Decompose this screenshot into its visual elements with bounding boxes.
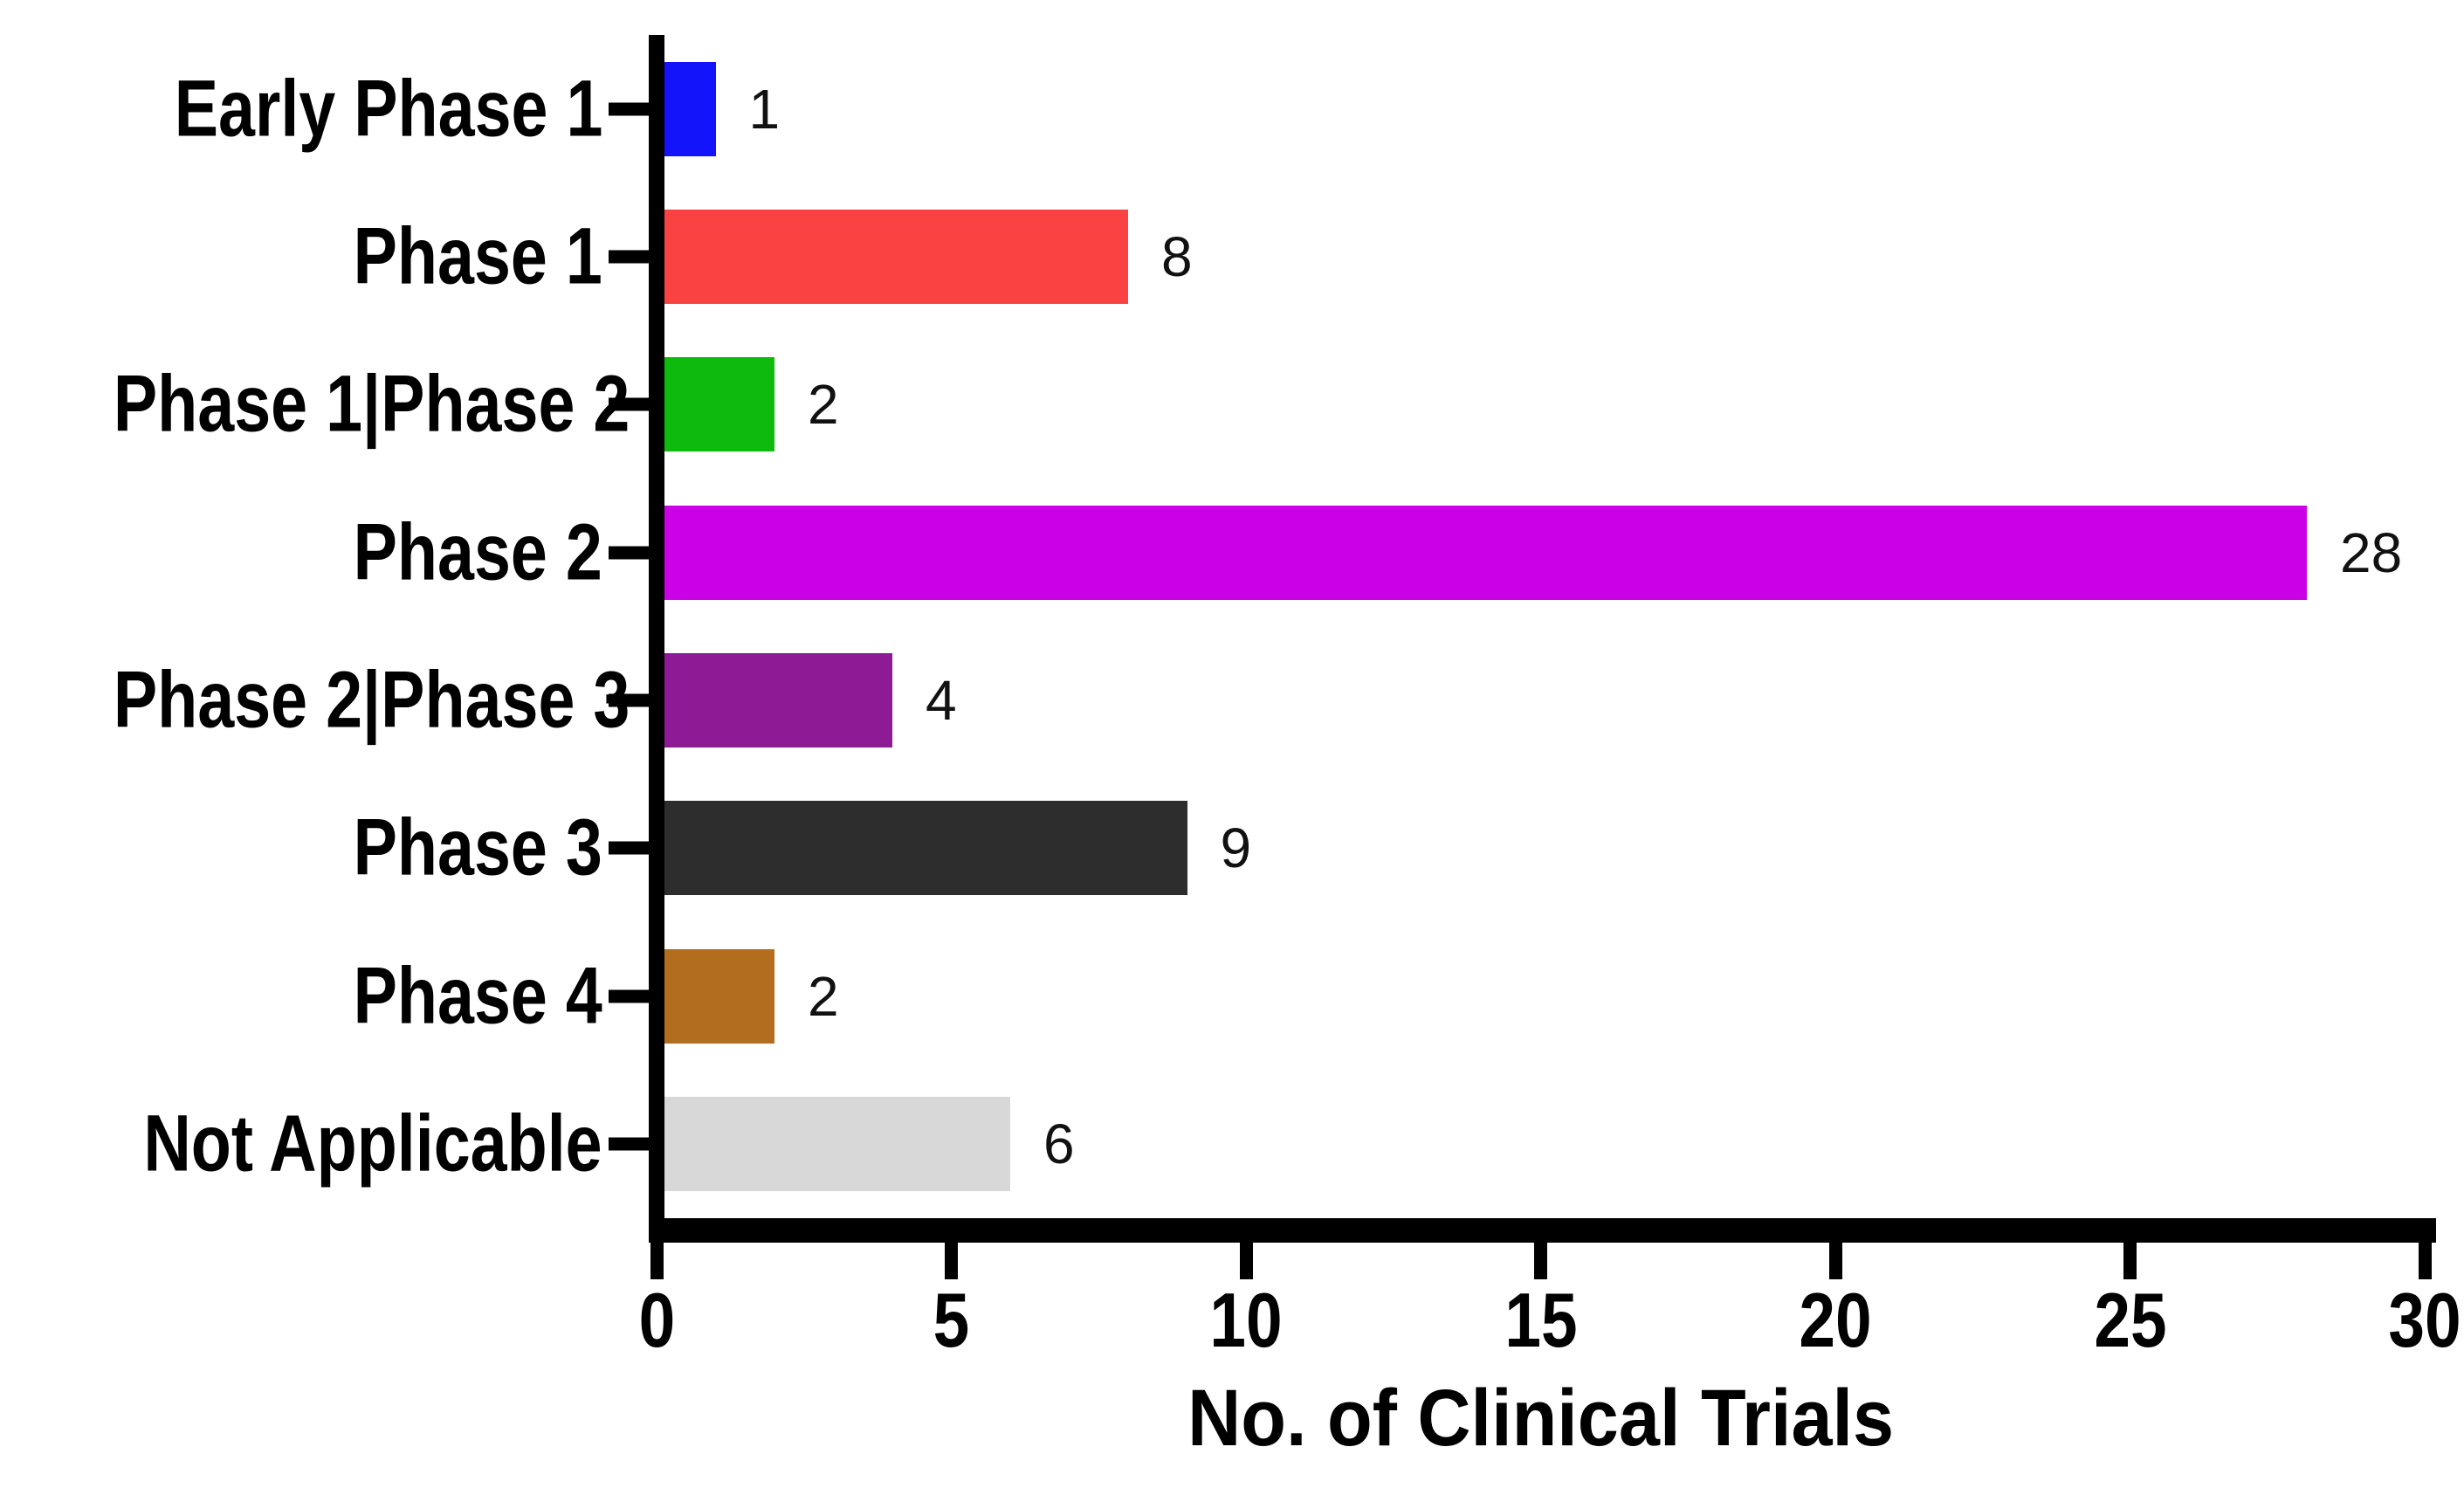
chart-row: Phase 1|Phase 2 2 xyxy=(0,331,2464,479)
category-label-text: Phase 1 xyxy=(353,211,602,301)
x-tick-label: 30 xyxy=(2320,1282,2464,1359)
category-label: Phase 2 xyxy=(0,510,602,595)
bar-2 xyxy=(664,357,774,452)
value-label: 8 xyxy=(1161,224,1193,288)
y-axis-tick xyxy=(609,102,649,115)
bar-4 xyxy=(664,653,892,748)
chart-row: Phase 2 28 xyxy=(0,479,2464,626)
x-tick-label-text: 15 xyxy=(1504,1277,1578,1363)
category-label: Not Applicable xyxy=(0,1102,602,1187)
category-label: Phase 3 xyxy=(0,806,602,891)
x-axis-tick xyxy=(1239,1243,1253,1279)
x-tick-label: 25 xyxy=(2026,1282,2235,1359)
value-label: 9 xyxy=(1220,816,1252,880)
chart-row: Phase 3 9 xyxy=(0,775,2464,922)
value-label: 2 xyxy=(808,373,839,437)
x-tick-label-text: 0 xyxy=(638,1277,675,1363)
y-axis-tick xyxy=(609,1137,649,1151)
chart-row: Early Phase 1 1 xyxy=(0,35,2464,183)
value-label: 1 xyxy=(748,77,781,141)
x-axis-tick xyxy=(650,1243,664,1279)
bar-7 xyxy=(664,1097,1010,1192)
y-axis-tick xyxy=(609,546,649,560)
x-tick-label-text: 5 xyxy=(933,1277,970,1363)
category-label: Phase 4 xyxy=(0,954,602,1038)
category-label-text: Phase 1|Phase 2 xyxy=(113,359,630,449)
x-axis-title: No. of Clinical Trials xyxy=(657,1378,2425,1458)
x-tick-label-text: 10 xyxy=(1209,1277,1283,1363)
category-label-text: Phase 2 xyxy=(353,507,602,597)
x-tick-label: 20 xyxy=(1731,1282,1940,1359)
x-axis-tick xyxy=(1828,1243,1842,1279)
value-label: 2 xyxy=(808,964,839,1028)
x-axis-tick xyxy=(2418,1243,2432,1279)
value-label: 4 xyxy=(926,669,957,732)
bar-6 xyxy=(664,948,774,1044)
x-axis-tick xyxy=(945,1243,958,1279)
x-tick-label-text: 20 xyxy=(1799,1277,1872,1363)
category-label: Early Phase 1 xyxy=(0,66,602,151)
category-label-text: Phase 3 xyxy=(353,803,602,893)
bar-1 xyxy=(664,209,1128,304)
y-axis-tick xyxy=(609,250,649,264)
y-axis-tick xyxy=(609,989,649,1003)
value-label: 6 xyxy=(1043,1113,1075,1176)
category-label-text: Phase 4 xyxy=(353,951,602,1041)
category-label: Phase 2|Phase 3 xyxy=(0,658,630,743)
category-label: Phase 1|Phase 2 xyxy=(0,362,630,447)
x-tick-label: 5 xyxy=(847,1282,1056,1359)
y-axis-tick xyxy=(609,693,649,707)
x-tick-label: 0 xyxy=(552,1282,761,1359)
y-axis-tick xyxy=(609,397,649,411)
y-axis-tick xyxy=(609,841,649,855)
category-label-text: Early Phase 1 xyxy=(174,64,602,154)
x-axis-tick xyxy=(2123,1243,2137,1279)
x-axis-tick xyxy=(1534,1243,1547,1279)
x-axis-line xyxy=(649,1218,2436,1243)
chart-row: Phase 1 8 xyxy=(0,183,2464,330)
chart-row: Phase 2|Phase 3 4 xyxy=(0,627,2464,775)
bar-3 xyxy=(664,505,2307,600)
chart-row: Not Applicable 6 xyxy=(0,1071,2464,1218)
category-label-text: Not Applicable xyxy=(143,1099,602,1189)
chart-row: Phase 4 2 xyxy=(0,922,2464,1070)
x-axis-title-text: No. of Clinical Trials xyxy=(1187,1374,1894,1463)
bar-0 xyxy=(664,61,716,156)
x-tick-label: 10 xyxy=(1141,1282,1351,1359)
y-axis-line xyxy=(649,35,664,1243)
x-tick-label-text: 30 xyxy=(2388,1277,2461,1363)
x-tick-label-text: 25 xyxy=(2093,1277,2167,1363)
category-label-text: Phase 2|Phase 3 xyxy=(113,655,630,745)
bar-5 xyxy=(664,801,1187,896)
x-tick-label: 15 xyxy=(1436,1282,1646,1359)
value-label: 28 xyxy=(2340,520,2403,584)
category-label: Phase 1 xyxy=(0,211,602,301)
